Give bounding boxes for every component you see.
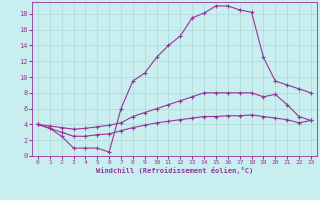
X-axis label: Windchill (Refroidissement éolien,°C): Windchill (Refroidissement éolien,°C) [96,167,253,174]
